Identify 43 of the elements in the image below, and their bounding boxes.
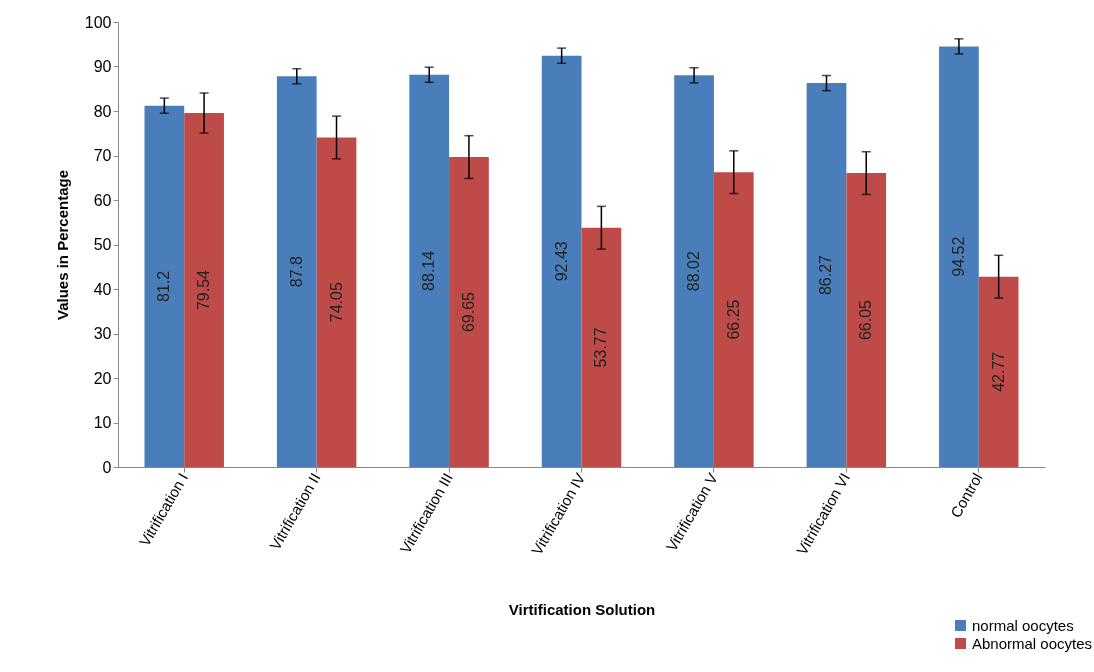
bar [276, 76, 317, 467]
legend-label: Abnormal oocytes [972, 634, 1093, 652]
y-tick-label: 90 [93, 58, 112, 75]
bar [541, 55, 582, 467]
bar [184, 113, 224, 467]
data-label: 69.65 [459, 291, 477, 333]
data-label: 66.25 [724, 299, 742, 340]
x-axis-title: Virtification Solution [508, 600, 656, 618]
y-tick-label: 60 [93, 191, 112, 209]
bar [978, 276, 1019, 467]
y-tick-label: 10 [93, 414, 112, 431]
y-tick-label: 100 [84, 13, 112, 31]
bar [939, 46, 979, 467]
data-label: 66.05 [857, 299, 875, 341]
data-label: 87.8 [287, 255, 305, 288]
y-axis-title: Values in Percentage [53, 169, 71, 321]
bar [846, 173, 887, 467]
y-tick-label: 30 [93, 325, 112, 342]
bar [144, 105, 185, 467]
data-label: 86.27 [817, 254, 835, 296]
bar [713, 172, 754, 467]
y-tick-label: 80 [93, 102, 112, 120]
bar [581, 227, 622, 467]
data-label: 42.77 [989, 351, 1007, 392]
bar [449, 157, 489, 467]
bar [316, 137, 357, 467]
data-label: 88.14 [420, 250, 438, 291]
data-label: 81.2 [155, 270, 173, 302]
bar [409, 74, 450, 467]
data-label: 74.05 [327, 282, 345, 323]
bar [806, 83, 847, 467]
y-tick-label: 40 [93, 280, 112, 298]
data-label: 94.52 [949, 236, 967, 277]
data-label: 88.02 [685, 251, 703, 292]
y-tick-label: 50 [93, 236, 112, 253]
data-label: 79.54 [195, 269, 213, 311]
data-label: 92.43 [552, 241, 570, 282]
data-label: 53.77 [592, 327, 610, 368]
y-tick-label: 0 [102, 458, 112, 476]
bar [674, 75, 714, 467]
y-tick-label: 70 [93, 147, 112, 164]
y-tick-label: 20 [93, 369, 112, 387]
legend-label: normal oocytes [972, 616, 1074, 634]
